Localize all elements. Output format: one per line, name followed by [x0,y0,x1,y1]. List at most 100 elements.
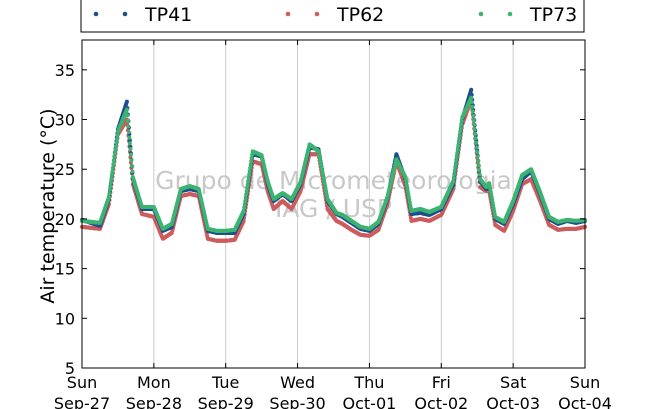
data-point [472,127,477,132]
legend-label-TP62: TP62 [336,4,384,26]
data-point [108,184,113,189]
x-tick-label-day: Thu [353,373,384,392]
data-point [458,126,463,131]
data-point [456,143,461,148]
data-point [108,180,113,185]
data-point [457,133,462,138]
data-point [246,175,251,180]
data-point [242,202,247,207]
data-point [459,119,464,124]
data-point [473,136,478,141]
y-axis: 5 10 15 20 25 30 35 [55,61,585,378]
data-points [80,87,587,243]
data-point [111,158,116,163]
data-point [455,150,460,155]
data-point [249,155,254,160]
data-point [106,195,111,200]
data-point [454,154,459,159]
data-point [477,172,482,177]
legend-label-TP73: TP73 [529,4,577,26]
data-point [451,179,456,184]
y-axis-label: Air temperature (°C) [37,108,59,303]
legend-label-TP41: TP41 [144,4,192,26]
legend-marker [314,11,320,17]
data-point [107,191,112,196]
watermark-text: Grupo de Micrometeorologia [155,166,512,195]
data-point [469,95,474,100]
data-point [475,149,480,154]
legend-marker [122,11,128,17]
data-point [453,165,458,169]
legend-marker [478,11,484,17]
x-tick-label-day: Mon [137,373,171,392]
y-tick-label: 20 [55,210,75,229]
data-point [473,131,478,136]
y-tick-label: 25 [55,160,75,179]
data-point [109,176,114,181]
data-point [125,113,130,118]
data-point [110,169,115,174]
data-point [245,182,250,187]
data-point [115,133,120,138]
data-point [471,113,476,118]
x-tick-label-date: Oct-02 [414,394,468,409]
series-TP73 [80,95,587,233]
legend-marker [507,11,513,17]
data-point [477,168,482,173]
data-point [112,151,117,156]
data-point [113,144,118,149]
data-point [114,136,119,141]
x-tick-label-date: Oct-03 [486,394,540,409]
data-point [247,169,252,174]
data-point [129,163,134,168]
x-tick-label-date: Sep-28 [126,394,182,409]
legend: TP41 TP62 TP73 [80,0,585,33]
data-point [459,122,464,127]
data-point [453,161,458,166]
data-point [126,124,131,129]
data-point [476,159,481,164]
data-point [125,118,130,123]
data-point [244,189,249,194]
data-point [126,130,131,135]
data-point [114,140,119,145]
x-tick-label-day: Fri [432,373,451,392]
data-point [474,140,479,145]
data-point [242,205,247,210]
data-point [241,208,246,213]
data-point [451,175,456,180]
data-point [127,135,132,140]
y-tick-label: 10 [55,309,75,328]
data-point [470,109,475,114]
x-axis: Sun Sep-27 Mon Sep-28 Tue Sep-29 Wed Sep-30 Thu O… [54,40,612,409]
data-point [244,192,249,197]
data-point [249,159,254,164]
x-tick-label-date: Oct-01 [343,394,397,409]
x-tick-label-day: Wed [280,373,315,392]
data-point [476,163,481,168]
data-point [109,173,114,178]
x-tick-label-day: Sun [67,373,97,392]
plot-frame [81,39,586,369]
y-tick-label: 30 [55,111,75,130]
x-tick-label-day: Tue [211,373,239,392]
data-point [452,172,457,177]
x-tick-label-date: Sep-30 [269,394,325,409]
data-point [472,122,477,127]
data-point [127,141,132,146]
x-tick-label-day: Sun [570,373,600,392]
x-tick-label-date: Sep-29 [198,394,254,409]
x-tick-label-date: Sep-27 [54,394,110,409]
data-point [129,158,134,163]
data-point [245,185,250,190]
data-point [110,165,115,170]
data-point [111,162,116,167]
data-point [124,107,129,112]
data-point [470,104,475,109]
y-tick-label: 35 [55,61,75,80]
data-point [113,147,118,152]
data-point [475,154,480,159]
y-tick-label: 15 [55,260,75,279]
data-point [454,157,459,162]
